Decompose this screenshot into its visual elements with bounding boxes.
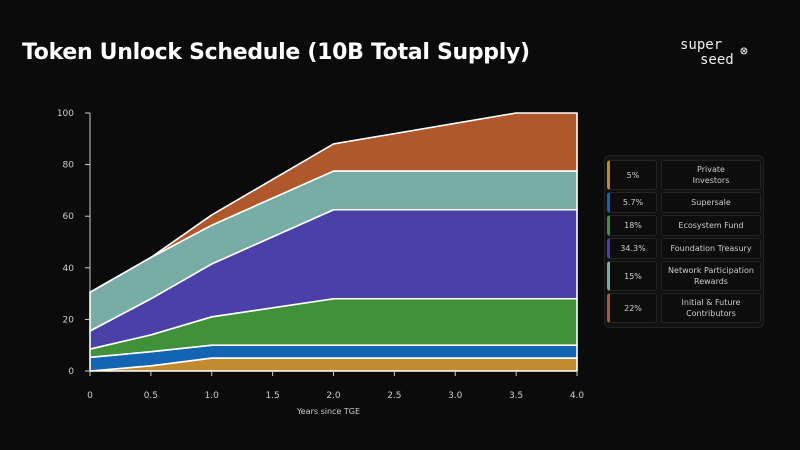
legend-label: Ecosystem Fund (661, 215, 761, 236)
legend-item: 22% Initial & Future Contributors (607, 293, 761, 323)
logo-line1: super (680, 37, 723, 53)
legend-percent: 5% (607, 160, 657, 190)
legend-label: Supersale (661, 192, 761, 213)
y-tick-label: 80 (63, 161, 75, 171)
legend-item: 5% Private Investors (607, 160, 761, 190)
logo-line2: seed (700, 52, 734, 68)
x-tick-label: 3.0 (448, 391, 463, 401)
x-tick-label: 1.5 (265, 391, 279, 401)
legend: 5% Private Investors 5.7% Supersale 18% Ecosy… (604, 155, 764, 328)
legend-item: 34.3% Foundation Treasury (607, 238, 761, 259)
legend-percent: 5.7% (607, 192, 657, 213)
x-tick-label: 3.5 (509, 391, 523, 401)
x-tick-label: 2.5 (387, 391, 401, 401)
legend-item: 15% Network Participation Rewards (607, 261, 761, 291)
logo-mark-icon: ⊗ (740, 44, 748, 59)
legend-label: Initial & Future Contributors (661, 293, 761, 323)
legend-percent: 18% (607, 215, 657, 236)
x-tick-label: 2.0 (326, 391, 341, 401)
legend-item: 5.7% Supersale (607, 192, 761, 213)
legend-label: Network Participation Rewards (661, 261, 761, 291)
legend-label: Foundation Treasury (661, 238, 761, 259)
legend-item: 18% Ecosystem Fund (607, 215, 761, 236)
legend-percent: 15% (607, 261, 657, 291)
x-tick-label: 4.0 (570, 391, 585, 401)
y-tick-label: 20 (63, 315, 75, 325)
area-series-5 (89, 112, 578, 294)
y-tick-label: 60 (63, 212, 75, 222)
legend-percent: 34.3% (607, 238, 657, 259)
x-tick-label: 0 (87, 391, 93, 401)
x-axis-label: Years since TGE (296, 407, 360, 416)
supersede-logo: super seed ⊗ (680, 38, 760, 78)
y-tick-label: 0 (68, 367, 74, 377)
legend-label: Private Investors (661, 160, 761, 190)
x-tick-label: 1.0 (205, 391, 220, 401)
y-tick-label: 100 (57, 109, 74, 119)
y-tick-label: 40 (63, 264, 75, 274)
legend-percent: 22% (607, 293, 657, 323)
x-tick-label: 0.5 (144, 391, 158, 401)
chart-title: Token Unlock Schedule (10B Total Supply) (22, 40, 530, 65)
